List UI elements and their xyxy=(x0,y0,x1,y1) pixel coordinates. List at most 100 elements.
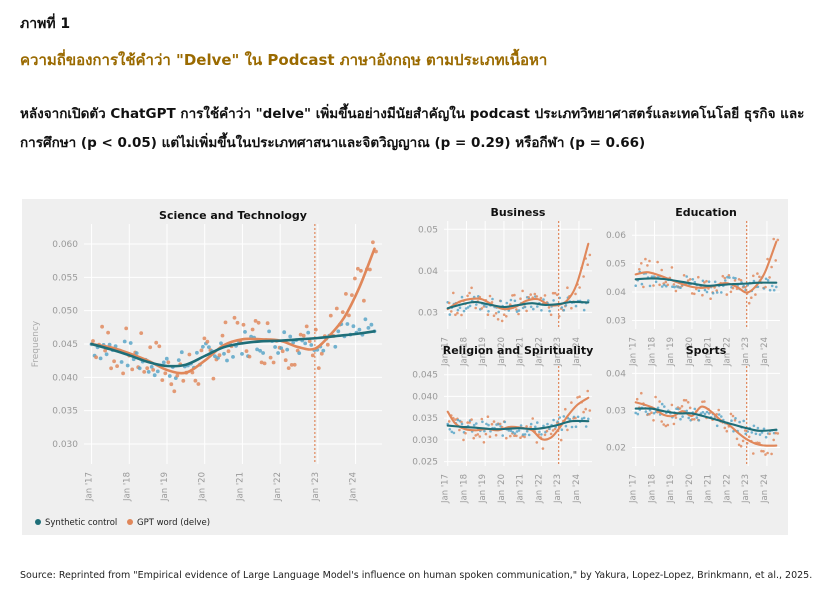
x-tick-label: Jan '20 xyxy=(685,337,695,367)
gpt-point xyxy=(166,360,171,365)
gpt-point xyxy=(472,436,476,440)
gpt-point xyxy=(743,286,747,289)
gpt-point xyxy=(232,315,237,320)
gpt-point xyxy=(511,294,514,297)
synthetic-point xyxy=(249,334,254,339)
panel-title: Science and Technology xyxy=(159,209,307,222)
synthetic-point xyxy=(587,299,590,302)
synthetic-point xyxy=(472,423,476,427)
gpt-point xyxy=(211,376,216,381)
synthetic-point xyxy=(640,282,644,286)
y-tick-label: 0.040 xyxy=(52,373,78,383)
synthetic-point xyxy=(146,370,151,374)
gpt-point xyxy=(723,426,727,430)
gpt-point xyxy=(220,333,225,338)
synthetic-point xyxy=(505,301,509,305)
synthetic-point xyxy=(487,310,490,313)
y-tick-label: 0.025 xyxy=(412,458,438,468)
gpt-point xyxy=(690,418,694,421)
synthetic-point xyxy=(529,422,533,426)
gpt-point xyxy=(235,320,240,325)
y-tick-label: 0.05 xyxy=(606,260,626,270)
figure-label: ภาพที่ 1 xyxy=(20,16,71,32)
y-axis-label: Frequency xyxy=(31,320,41,367)
gpt-point xyxy=(456,311,459,315)
gpt-point xyxy=(169,382,174,387)
gpt-point xyxy=(638,268,641,271)
gpt-point xyxy=(112,359,116,364)
synthetic-point xyxy=(644,410,648,413)
legend: Synthetic control GPT word (delve) xyxy=(35,518,210,528)
synthetic-point xyxy=(509,429,513,432)
gpt-point xyxy=(517,312,520,316)
synthetic-point xyxy=(155,369,160,374)
synthetic-point xyxy=(697,289,701,292)
gpt-point xyxy=(145,366,150,371)
y-tick-label: 0.035 xyxy=(52,407,78,417)
synthetic-control-line xyxy=(446,300,590,310)
gpt-point xyxy=(672,283,676,286)
synthetic-point xyxy=(517,429,521,432)
gpt-point xyxy=(533,292,537,296)
gpt-point xyxy=(770,452,773,456)
gpt-point xyxy=(682,274,686,277)
gpt-point xyxy=(241,322,246,327)
gpt-point xyxy=(731,286,735,290)
synthetic-point xyxy=(685,275,688,278)
panel-religion: Religion and Spirituality 0.025 0.030 0.035… xyxy=(412,344,593,504)
gpt-point xyxy=(747,301,751,305)
gpt-point xyxy=(535,441,539,444)
gpt-point xyxy=(462,438,465,442)
synthetic-point xyxy=(582,308,586,312)
synthetic-point xyxy=(149,365,154,369)
gpt-point xyxy=(160,378,165,382)
gpt-point xyxy=(244,349,249,353)
synthetic-point xyxy=(448,428,452,431)
gpt-point xyxy=(555,293,559,297)
gpt-point xyxy=(490,301,494,304)
synthetic-point xyxy=(462,309,466,313)
gpt-point xyxy=(121,371,125,376)
synthetic-point xyxy=(152,373,157,378)
gpt-point xyxy=(474,306,478,310)
y-tick-label: 0.055 xyxy=(52,273,78,283)
synthetic-point xyxy=(546,422,549,426)
gpt-point xyxy=(202,336,207,341)
x-tick-label: Jan '19 xyxy=(666,337,676,367)
gpt-point xyxy=(368,267,372,272)
gpt-point xyxy=(484,432,488,436)
gpt-point xyxy=(670,403,674,407)
gpt-point xyxy=(519,297,522,300)
gpt-point xyxy=(509,434,512,438)
x-tick-label: Jan '22 xyxy=(722,337,732,367)
gpt-point xyxy=(223,320,228,325)
synthetic-point xyxy=(282,330,287,335)
synthetic-point xyxy=(552,418,555,422)
synthetic-point xyxy=(693,407,697,411)
synthetic-point xyxy=(697,419,701,422)
gpt-point xyxy=(500,425,504,429)
gpt-point xyxy=(480,417,484,421)
synthetic-point xyxy=(128,341,133,345)
gpt-point xyxy=(193,378,198,383)
x-tick-label: Jan '19 xyxy=(478,337,488,367)
gpt-point xyxy=(541,447,545,450)
y-tick-label: 0.040 xyxy=(412,392,438,402)
gpt-point xyxy=(709,297,712,300)
synthetic-point xyxy=(499,299,503,303)
gpt-point xyxy=(496,318,500,321)
synthetic-point xyxy=(582,416,586,420)
synthetic-point xyxy=(574,304,578,308)
panel-title: Sports xyxy=(686,344,727,357)
gpt-point xyxy=(458,428,461,432)
synthetic-point xyxy=(734,417,737,420)
synthetic-point xyxy=(452,431,456,435)
gpt-point xyxy=(752,274,755,278)
x-tick-label: Jan '24 xyxy=(349,472,359,502)
gpt-point xyxy=(148,345,153,350)
gpt-point xyxy=(94,355,98,360)
legend-gpt-marker xyxy=(127,519,133,525)
y-tick-label: 0.04 xyxy=(418,267,438,277)
gpt-point xyxy=(226,349,231,354)
gpt-point xyxy=(286,366,291,370)
